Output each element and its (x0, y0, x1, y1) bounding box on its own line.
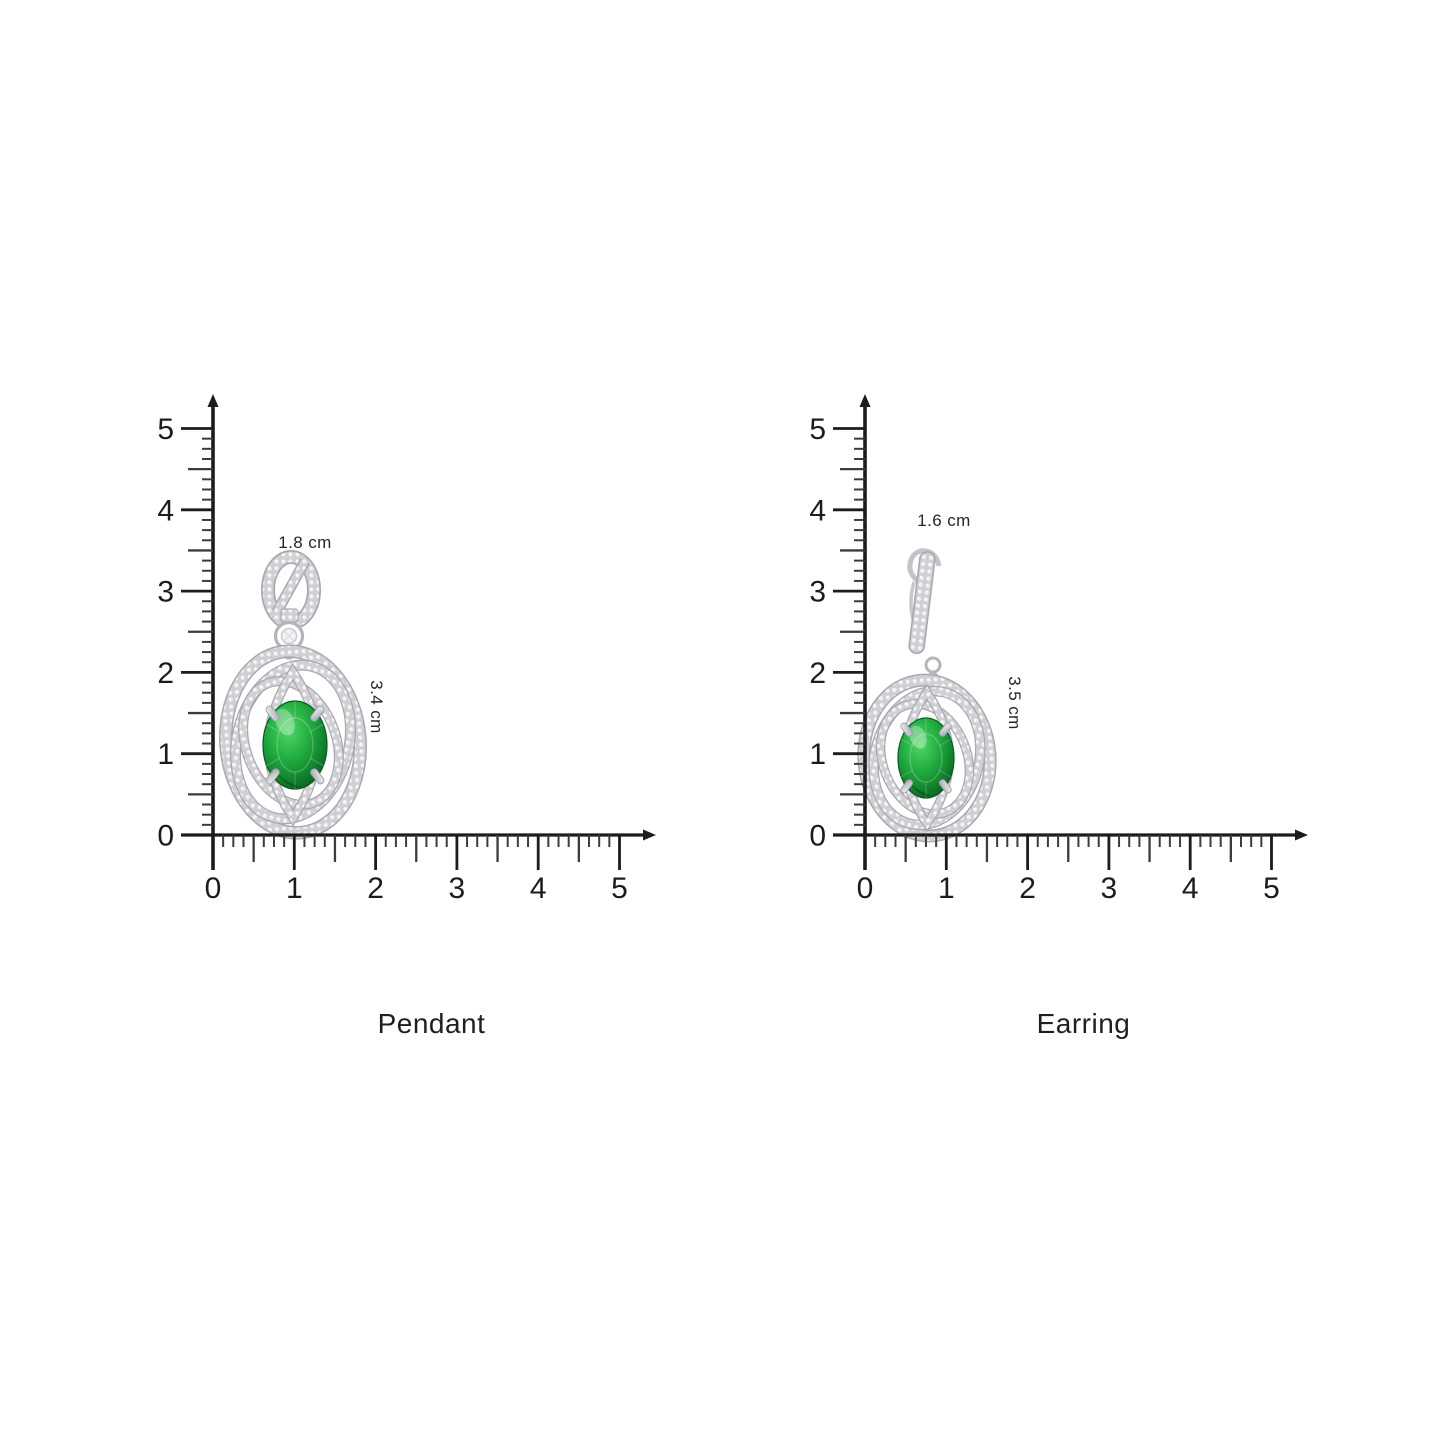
decorative-shape (907, 778, 931, 796)
decorative-shape (310, 705, 325, 722)
earring-chart-svg: 0 1 2 3 4 5 0 1 2 3 4 5 1.6 cm 3.5 cm (809, 394, 1308, 905)
x-tick-label: 0 (205, 872, 222, 905)
earring-gem-icon (897, 717, 955, 799)
y-tick-label: 0 (157, 820, 174, 853)
axes-tick-labels: 0 1 2 3 4 5 0 1 2 3 4 5 (157, 413, 628, 905)
decorative-shape (938, 722, 952, 737)
decorative-shape (908, 551, 936, 655)
pendant-chart-svg: 0 1 2 3 4 5 0 1 2 3 4 5 1.8 cm 3.4 cm (157, 394, 656, 905)
decorative-shape (273, 559, 309, 614)
width-measurement-label: 1.6 cm (917, 511, 970, 530)
height-measurement-label: 3.5 cm (1005, 676, 1024, 729)
pendant-prongs (265, 705, 325, 785)
x-tick-label: 2 (1019, 872, 1036, 905)
y-axis-arrow-icon (859, 394, 871, 407)
y-tick-label: 0 (809, 820, 826, 853)
figure-caption: Earring (1036, 1008, 1131, 1039)
decorative-shape (900, 779, 914, 794)
decorative-shape (273, 767, 300, 787)
decorative-shape (900, 722, 914, 737)
y-tick-label: 3 (157, 576, 174, 609)
decorative-shape (262, 700, 328, 790)
y-tick-label: 1 (157, 738, 174, 771)
x-axis-arrow-icon (643, 829, 656, 841)
y-tick-label: 3 (809, 576, 826, 609)
decorative-shape (283, 630, 295, 642)
axes-ruler (181, 394, 656, 870)
y-tick-label: 1 (809, 738, 826, 771)
figure-caption: Pendant (377, 1008, 486, 1039)
axes-tick-labels: 0 1 2 3 4 5 0 1 2 3 4 5 (809, 413, 1280, 905)
decorative-shape (310, 768, 325, 785)
y-axis-arrow-icon (207, 394, 219, 407)
decorative-shape (909, 733, 943, 783)
width-measurement-label: 1.8 cm (278, 533, 331, 552)
x-tick-label: 1 (938, 872, 955, 905)
pendant-size-chart: 0 1 2 3 4 5 0 1 2 3 4 5 1.8 cm 3.4 cm Pendant (0, 390, 660, 1090)
decorative-shape (265, 768, 280, 785)
decorative-shape (275, 708, 295, 736)
pendant-gem-icon (262, 700, 328, 790)
decorative-shape (897, 717, 955, 799)
x-axis-arrow-icon (1295, 829, 1308, 841)
pendant-bail-stem (280, 608, 299, 623)
decorative-shape (265, 705, 280, 722)
y-tick-label: 5 (809, 413, 826, 446)
x-tick-label: 4 (530, 872, 547, 905)
y-tick-label: 4 (809, 494, 826, 527)
x-tick-label: 2 (367, 872, 384, 905)
earring-illustration (857, 548, 997, 843)
x-tick-label: 3 (1101, 872, 1118, 905)
decorative-shape (239, 677, 343, 809)
earring-size-chart: 0 1 2 3 4 5 0 1 2 3 4 5 1.6 cm 3.5 cm Earring (652, 390, 1312, 1090)
decorative-shape (900, 718, 952, 798)
y-tick-label: 2 (809, 657, 826, 690)
x-tick-label: 0 (857, 872, 874, 905)
y-tick-label: 4 (157, 494, 174, 527)
pendant-bezel-stone-icon (273, 620, 305, 652)
decorative-shape (265, 701, 325, 789)
y-tick-label: 5 (157, 413, 174, 446)
decorative-shape (276, 717, 314, 773)
x-tick-label: 3 (449, 872, 466, 905)
earring-hook-icon (907, 548, 942, 683)
y-tick-label: 2 (157, 657, 174, 690)
x-tick-label: 4 (1182, 872, 1199, 905)
x-tick-label: 5 (1263, 872, 1280, 905)
axes-ruler (833, 394, 1308, 870)
height-measurement-label: 3.4 cm (367, 680, 386, 733)
decorative-shape (938, 779, 952, 794)
decorative-shape (908, 551, 936, 655)
decorative-shape (924, 656, 942, 674)
earring-prongs (900, 722, 952, 794)
pendant-illustration (219, 550, 367, 840)
decorative-shape (909, 725, 927, 749)
decorative-shape (877, 700, 973, 818)
x-tick-label: 5 (611, 872, 628, 905)
x-tick-label: 1 (286, 872, 303, 905)
decorative-shape (220, 645, 366, 839)
